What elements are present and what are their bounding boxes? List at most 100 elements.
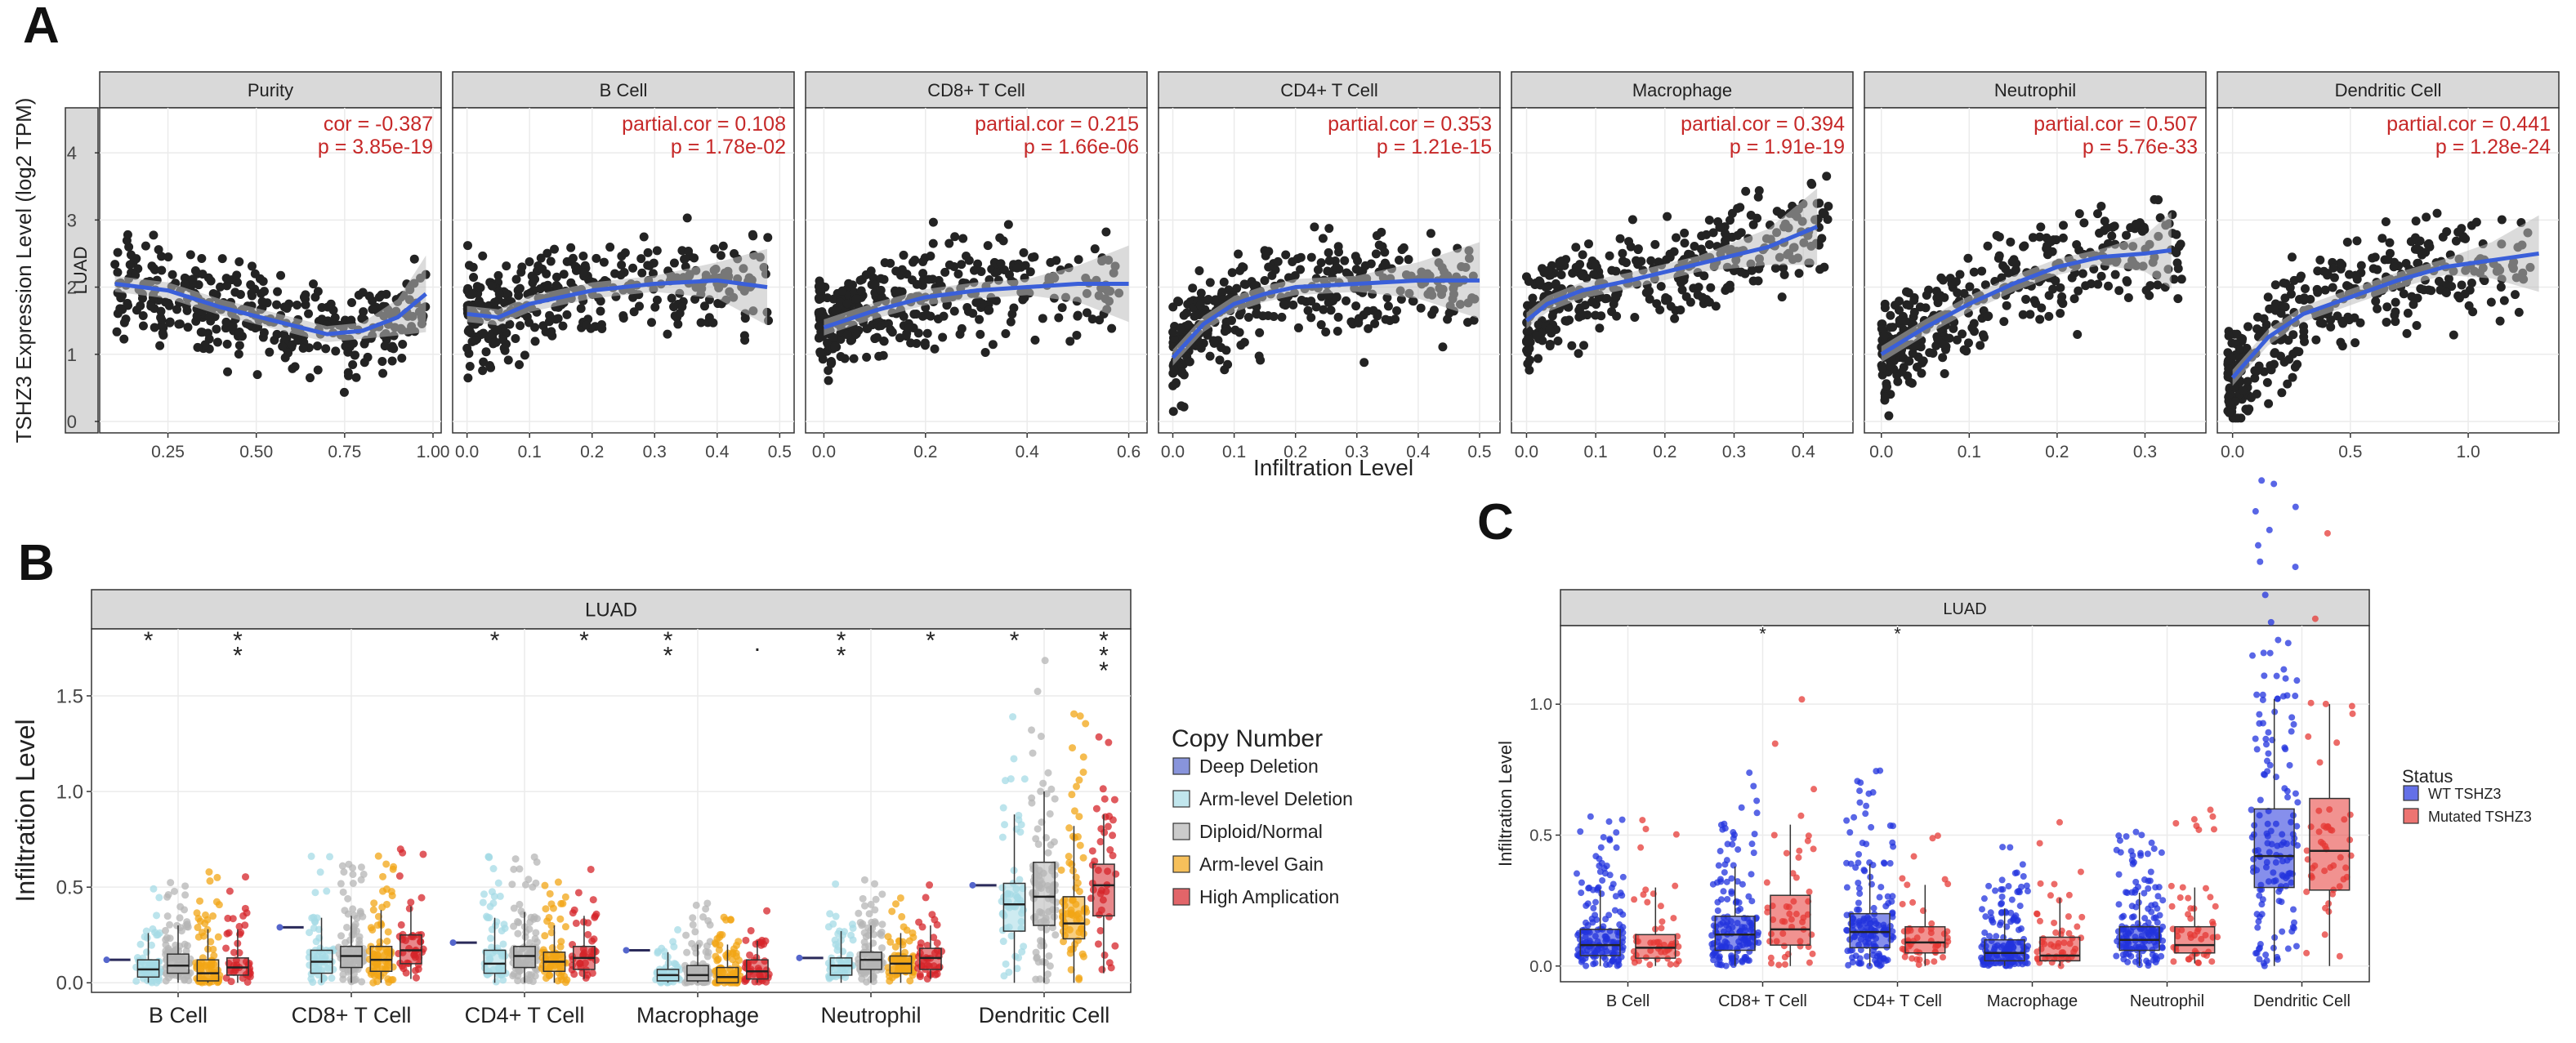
jitter-point — [150, 885, 158, 893]
jitter-point — [1032, 835, 1040, 843]
scatter-point — [1602, 293, 1612, 303]
scatter-point — [113, 267, 123, 277]
category-label: CD8+ T Cell — [1718, 992, 1807, 1010]
scatter-point — [212, 324, 221, 334]
scatter-point — [1057, 303, 1067, 313]
jitter-point — [1797, 812, 1805, 819]
jitter-point — [1889, 893, 1896, 900]
jitter-point — [752, 940, 760, 948]
scatter-point — [1681, 292, 1691, 301]
x-tick-label: 0.2 — [1284, 443, 1307, 461]
jitter-point — [337, 880, 345, 888]
scatter-point — [1444, 308, 1454, 318]
scatter-point — [1169, 364, 1179, 374]
significance-mark: * * — [233, 627, 243, 670]
side-strip — [65, 107, 99, 434]
stat-pvalue: p = 1.66e-06 — [1024, 136, 1139, 158]
scatter-point — [1632, 256, 1641, 265]
jitter-point — [308, 914, 316, 922]
scatter-point — [1999, 317, 2009, 327]
scatter-point — [1215, 355, 1225, 365]
scatter-point — [2511, 290, 2520, 300]
scatter-point — [1203, 294, 1213, 304]
scatter-point — [223, 367, 233, 377]
jitter-point — [561, 923, 569, 931]
scatter-point — [487, 281, 497, 291]
jitter-point — [826, 910, 834, 918]
panel-b-label: B — [18, 535, 55, 591]
jitter-point — [916, 970, 924, 978]
scatter-point — [2103, 238, 2113, 248]
scatter-point — [2499, 296, 2509, 305]
jitter-point — [484, 853, 493, 861]
scatter-point — [463, 373, 473, 383]
trend-line — [1880, 247, 2172, 356]
scatter-point — [856, 286, 866, 296]
scatter-point — [234, 349, 243, 359]
scatter-point — [1351, 301, 1361, 311]
scatter-point — [1426, 229, 1435, 238]
scatter-point — [157, 265, 167, 275]
jitter-point — [338, 862, 346, 870]
facet-strip — [99, 71, 442, 109]
scatter-point — [551, 272, 561, 282]
jitter-point — [1613, 829, 1620, 836]
scatter-point — [180, 279, 190, 289]
jitter-point — [382, 860, 391, 868]
scatter-point — [2122, 230, 2132, 240]
jitter-point — [1710, 956, 1717, 964]
scatter-point — [1618, 248, 1627, 258]
jitter-point — [1033, 953, 1041, 961]
scatter-point — [1377, 227, 1386, 237]
jitter-point — [832, 940, 840, 948]
jitter-point — [162, 941, 170, 949]
scatter-point — [1702, 230, 1712, 239]
confidence-band — [1172, 242, 1480, 366]
facet-title: LUAD — [1943, 600, 1986, 618]
scatter-point — [1994, 251, 2004, 261]
scatter-point — [174, 319, 184, 329]
jitter-point — [901, 948, 909, 956]
jitter-point — [1002, 777, 1010, 785]
box — [167, 953, 190, 974]
scatter-point — [1909, 307, 1919, 317]
jitter-point — [1002, 960, 1010, 968]
scatter-point — [197, 253, 207, 263]
x-tick-label: 0.0 — [1869, 443, 1893, 461]
jitter-point — [561, 893, 569, 901]
scatter-point — [1359, 358, 1369, 368]
jitter-point — [1068, 791, 1076, 799]
scatter-point — [193, 342, 203, 352]
jitter-point — [479, 898, 487, 907]
scatter-point — [2230, 413, 2240, 423]
scatter-point — [2243, 322, 2253, 332]
scatter-point — [2078, 269, 2087, 279]
scatter-point — [748, 230, 757, 239]
confidence-band — [1881, 212, 2172, 363]
jitter-point — [1751, 831, 1758, 838]
scatter-point — [2074, 286, 2083, 296]
scatter-point — [639, 232, 649, 242]
scatter-point — [1680, 238, 1690, 248]
scatter-point — [2270, 302, 2279, 312]
scatter-point — [1577, 271, 1587, 281]
scatter-point — [2006, 237, 2016, 247]
scatter-point — [247, 261, 257, 271]
scatter-point — [1963, 338, 1973, 348]
jitter-point — [1038, 938, 1047, 946]
jitter-point — [1734, 878, 1741, 885]
scatter-point — [501, 289, 511, 299]
scatter-point — [814, 308, 824, 318]
jitter-point — [732, 941, 740, 949]
scatter-point — [2058, 233, 2068, 243]
scatter-point — [872, 332, 882, 342]
scatter-point — [1955, 270, 1965, 279]
x-tick-label: 0.5 — [768, 443, 792, 461]
scatter-point — [156, 306, 166, 316]
scatter-point — [282, 303, 292, 313]
scatter-point — [1746, 211, 1756, 221]
jitter-point — [1750, 782, 1757, 790]
jitter-point — [546, 889, 554, 898]
